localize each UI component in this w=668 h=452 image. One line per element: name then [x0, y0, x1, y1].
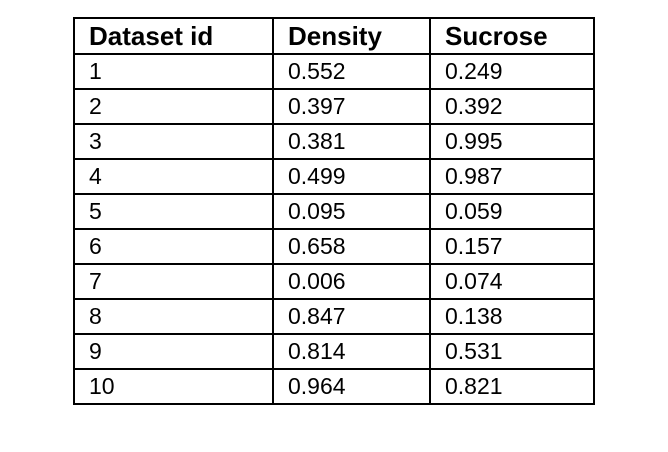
table-row: 8 0.847 0.138 [73, 298, 595, 335]
cell-density: 0.847 [272, 298, 431, 335]
cell-density: 0.095 [272, 193, 431, 230]
cell-density: 0.964 [272, 368, 431, 405]
table-row: 10 0.964 0.821 [73, 368, 595, 405]
cell-dataset-id: 2 [73, 88, 274, 125]
header-row: Dataset id Density Sucrose [73, 17, 595, 55]
cell-density: 0.658 [272, 228, 431, 265]
cell-sucrose: 0.249 [429, 53, 595, 90]
cell-sucrose: 0.995 [429, 123, 595, 160]
table-row: 1 0.552 0.249 [73, 53, 595, 90]
cell-sucrose: 0.157 [429, 228, 595, 265]
cell-density: 0.397 [272, 88, 431, 125]
cell-dataset-id: 8 [73, 298, 274, 335]
cell-sucrose: 0.392 [429, 88, 595, 125]
cell-sucrose: 0.821 [429, 368, 595, 405]
table-row: 6 0.658 0.157 [73, 228, 595, 265]
cell-sucrose: 0.059 [429, 193, 595, 230]
cell-dataset-id: 9 [73, 333, 274, 370]
cell-dataset-id: 6 [73, 228, 274, 265]
cell-dataset-id: 1 [73, 53, 274, 90]
table-row: 9 0.814 0.531 [73, 333, 595, 370]
cell-density: 0.499 [272, 158, 431, 195]
header-dataset-id: Dataset id [73, 17, 274, 55]
cell-density: 0.814 [272, 333, 431, 370]
cell-dataset-id: 10 [73, 368, 274, 405]
table-row: 3 0.381 0.995 [73, 123, 595, 160]
data-table: Dataset id Density Sucrose 1 0.552 0.249… [73, 17, 595, 405]
cell-dataset-id: 3 [73, 123, 274, 160]
table-header: Dataset id Density Sucrose [73, 17, 595, 55]
header-sucrose: Sucrose [429, 17, 595, 55]
cell-density: 0.006 [272, 263, 431, 300]
cell-sucrose: 0.074 [429, 263, 595, 300]
cell-density: 0.381 [272, 123, 431, 160]
table-row: 4 0.499 0.987 [73, 158, 595, 195]
table-body: 1 0.552 0.249 2 0.397 0.392 3 0.381 0.99… [73, 53, 595, 405]
cell-sucrose: 0.987 [429, 158, 595, 195]
table-row: 2 0.397 0.392 [73, 88, 595, 125]
cell-dataset-id: 5 [73, 193, 274, 230]
cell-density: 0.552 [272, 53, 431, 90]
cell-dataset-id: 4 [73, 158, 274, 195]
table-row: 7 0.006 0.074 [73, 263, 595, 300]
table-row: 5 0.095 0.059 [73, 193, 595, 230]
cell-sucrose: 0.138 [429, 298, 595, 335]
cell-dataset-id: 7 [73, 263, 274, 300]
header-density: Density [272, 17, 431, 55]
cell-sucrose: 0.531 [429, 333, 595, 370]
